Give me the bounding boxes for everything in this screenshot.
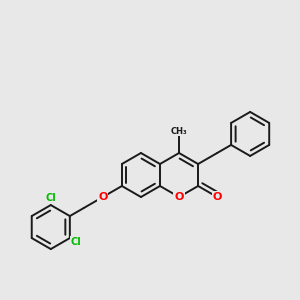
Text: Cl: Cl bbox=[70, 237, 81, 247]
Text: CH₃: CH₃ bbox=[171, 127, 188, 136]
Text: O: O bbox=[98, 192, 107, 202]
Text: O: O bbox=[174, 192, 184, 202]
Text: Cl: Cl bbox=[45, 193, 56, 203]
Text: O: O bbox=[212, 192, 222, 202]
